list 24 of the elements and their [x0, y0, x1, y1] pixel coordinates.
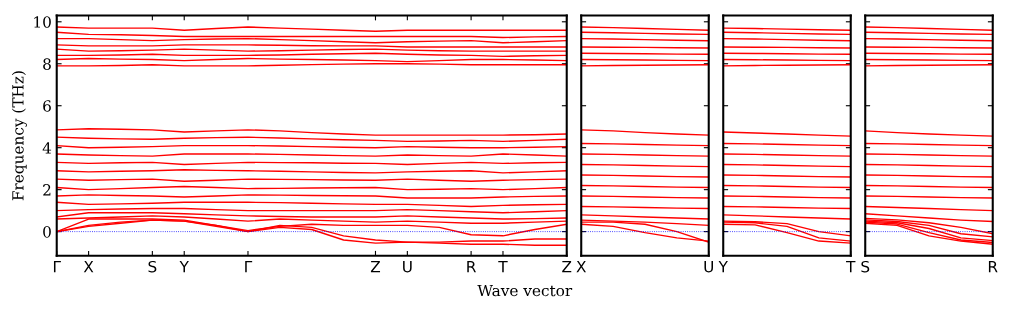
- x-tick-label: R: [988, 261, 998, 273]
- x-tick-label: T: [498, 261, 508, 273]
- x-tick-label: U: [403, 261, 412, 273]
- x-tick-label: Z: [562, 261, 572, 273]
- x-tick-label: Γ: [53, 261, 61, 273]
- y-tick-label: 8: [43, 58, 51, 70]
- x-tick-label: R: [467, 261, 476, 273]
- y-tick-label: 0: [43, 226, 51, 238]
- x-tick-label: Z: [370, 261, 381, 273]
- x-tick-label: X: [83, 261, 94, 273]
- x-tick-label: U: [704, 261, 713, 273]
- y-tick-label: 2: [43, 184, 51, 196]
- y-tick-label: 6: [43, 100, 51, 112]
- y-axis-title: Frequency (THz): [11, 71, 27, 201]
- x-tick-label: Γ: [245, 261, 253, 273]
- x-tick-label: S: [148, 260, 157, 273]
- x-axis-title: Wave vector: [477, 284, 573, 297]
- x-tick-label: X: [576, 261, 586, 273]
- y-tick-label: 4: [42, 142, 52, 154]
- x-tick-label: S: [861, 260, 870, 273]
- x-tick-label: Y: [718, 261, 728, 273]
- x-tick-label: Y: [179, 261, 189, 273]
- x-tick-label: T: [846, 261, 856, 273]
- y-tick-label: 10: [34, 16, 51, 28]
